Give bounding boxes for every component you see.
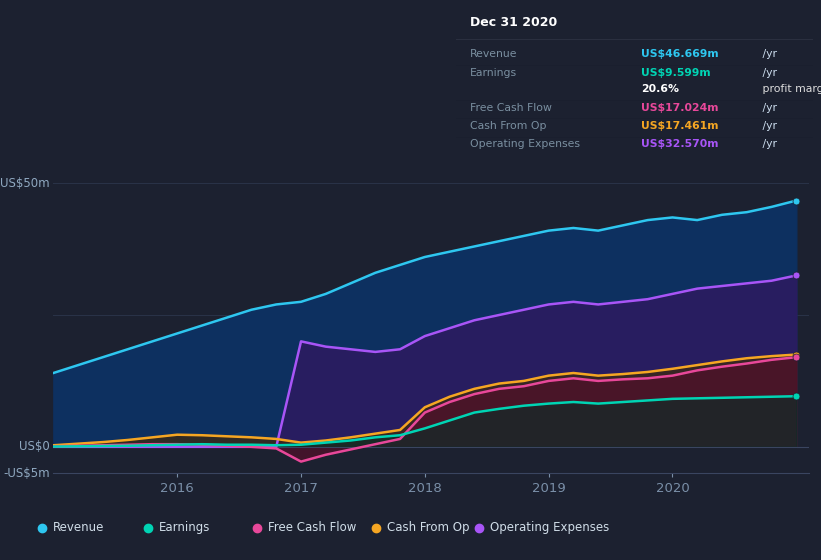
Text: 20.6%: 20.6% [641,85,679,95]
Text: /yr: /yr [759,121,777,131]
Text: -US$5m: -US$5m [3,466,49,480]
Text: /yr: /yr [759,68,777,78]
Text: Earnings: Earnings [159,521,210,534]
Text: Dec 31 2020: Dec 31 2020 [470,16,557,29]
Text: US$0: US$0 [19,440,49,454]
Text: Operating Expenses: Operating Expenses [470,139,580,149]
Text: US$32.570m: US$32.570m [641,139,719,149]
Text: US$50m: US$50m [0,176,49,190]
Text: Operating Expenses: Operating Expenses [490,521,609,534]
Text: US$17.461m: US$17.461m [641,121,719,131]
Text: /yr: /yr [759,139,777,149]
Text: US$9.599m: US$9.599m [641,68,711,78]
Text: US$46.669m: US$46.669m [641,49,719,59]
Text: profit margin: profit margin [759,85,821,95]
Text: Cash From Op: Cash From Op [470,121,547,131]
Text: Revenue: Revenue [53,521,104,534]
Text: Free Cash Flow: Free Cash Flow [268,521,357,534]
Text: Free Cash Flow: Free Cash Flow [470,102,552,113]
Text: Cash From Op: Cash From Op [387,521,470,534]
Text: /yr: /yr [759,49,777,59]
Text: Revenue: Revenue [470,49,517,59]
Text: Earnings: Earnings [470,68,517,78]
Text: US$17.024m: US$17.024m [641,102,719,113]
Text: /yr: /yr [759,102,777,113]
